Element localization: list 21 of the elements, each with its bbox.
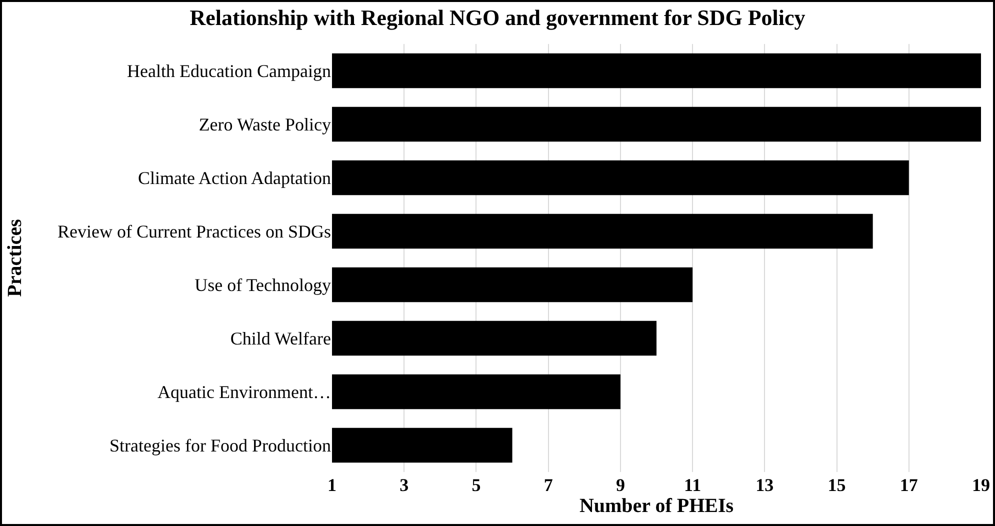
y-axis-title: Practices bbox=[4, 218, 26, 297]
x-tick-label: 17 bbox=[900, 475, 918, 495]
y-tick-label: Climate Action Adaptation bbox=[138, 168, 331, 188]
x-tick-label: 3 bbox=[400, 475, 409, 495]
y-tick-label: Zero Waste Policy bbox=[198, 114, 331, 135]
x-axis-title: Number of PHEIs bbox=[579, 495, 734, 517]
y-tick-label: Health Education Campaign bbox=[127, 61, 331, 82]
y-tick-label: Aquatic Environment… bbox=[158, 382, 331, 402]
x-tick-label: 7 bbox=[544, 475, 553, 495]
y-tick-label: Use of Technology bbox=[194, 275, 331, 296]
y-tick-label: Child Welfare bbox=[230, 328, 332, 349]
chart-title: Relationship with Regional NGO and government for SDG Policy bbox=[190, 5, 806, 30]
x-tick-label: 5 bbox=[472, 475, 481, 495]
x-tick-label: 1 bbox=[328, 475, 336, 495]
y-tick-label: Review of Current Practices on SDGs bbox=[58, 222, 331, 242]
x-tick-label: 11 bbox=[684, 475, 702, 495]
y-tick-label: Strategies for Food Production bbox=[110, 436, 331, 456]
x-tick-label: 19 bbox=[972, 475, 990, 495]
x-tick-label: 9 bbox=[616, 475, 625, 495]
x-tick-label: 13 bbox=[756, 475, 774, 495]
x-tick-label: 15 bbox=[828, 475, 846, 495]
